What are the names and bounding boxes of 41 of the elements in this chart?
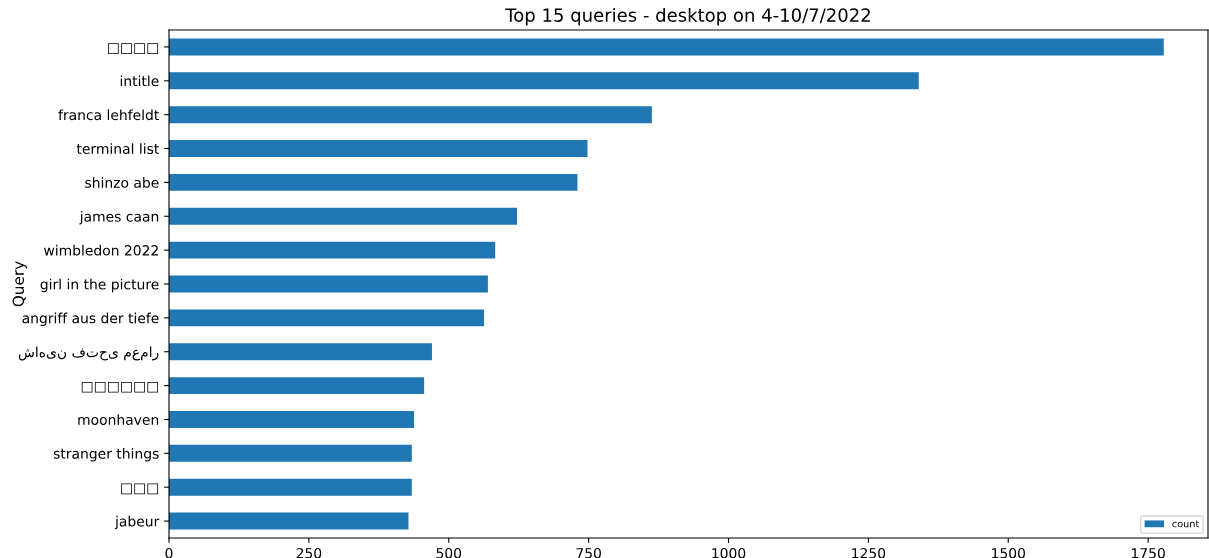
y-tick-label: stranger things <box>53 448 159 462</box>
y-tick-label: □□□□ <box>108 43 159 54</box>
x-tick-label: 750 <box>576 547 601 558</box>
y-tick-label: angriff aus der tiefe <box>22 312 159 327</box>
bar <box>169 106 652 124</box>
bar <box>169 241 496 259</box>
y-axis-title: Query <box>12 261 27 307</box>
y-tick-label: wimbledon 2022 <box>44 244 158 256</box>
y-tick-label: shinzo abe <box>85 177 159 188</box>
y-tick-label: □□□ <box>121 483 159 495</box>
y-tick-label: jabeur <box>114 515 160 530</box>
bar <box>169 343 432 361</box>
y-tick-label: girl in the picture <box>40 278 159 293</box>
bar <box>169 411 415 428</box>
bar <box>169 444 412 462</box>
y-tick-label: terminal list <box>76 143 159 155</box>
y-tick-label: franca lehfeldt <box>58 109 159 121</box>
bar <box>169 377 425 395</box>
bar <box>169 207 518 225</box>
x-tick-label: 250 <box>296 547 322 558</box>
bar <box>169 38 1164 56</box>
x-tick-label: 1250 <box>852 547 886 558</box>
x-tick-label: 1500 <box>992 547 1026 558</box>
y-tick-label: intitle <box>120 75 159 87</box>
bar <box>169 512 409 530</box>
y-tick-label: james caan <box>79 210 159 225</box>
bar <box>169 275 488 293</box>
y-tick-label: شاهین فتحی معمار <box>18 346 159 361</box>
x-tick-label: 0 <box>165 547 173 558</box>
x-tick-label: 1000 <box>712 547 746 558</box>
legend-label: count <box>1172 520 1200 528</box>
x-tick-label: 500 <box>436 547 462 558</box>
bar <box>169 173 578 191</box>
chart-title: Top 15 queries - desktop on 4-10/7/2022 <box>505 7 870 26</box>
bar <box>169 478 412 496</box>
x-tick-label: 1750 <box>1131 547 1165 558</box>
y-tick-label: moonhaven <box>78 414 159 425</box>
y-tick-label: □□□□□□ <box>81 381 159 393</box>
bar <box>169 309 484 327</box>
bar <box>169 72 919 90</box>
bar <box>169 140 588 157</box>
